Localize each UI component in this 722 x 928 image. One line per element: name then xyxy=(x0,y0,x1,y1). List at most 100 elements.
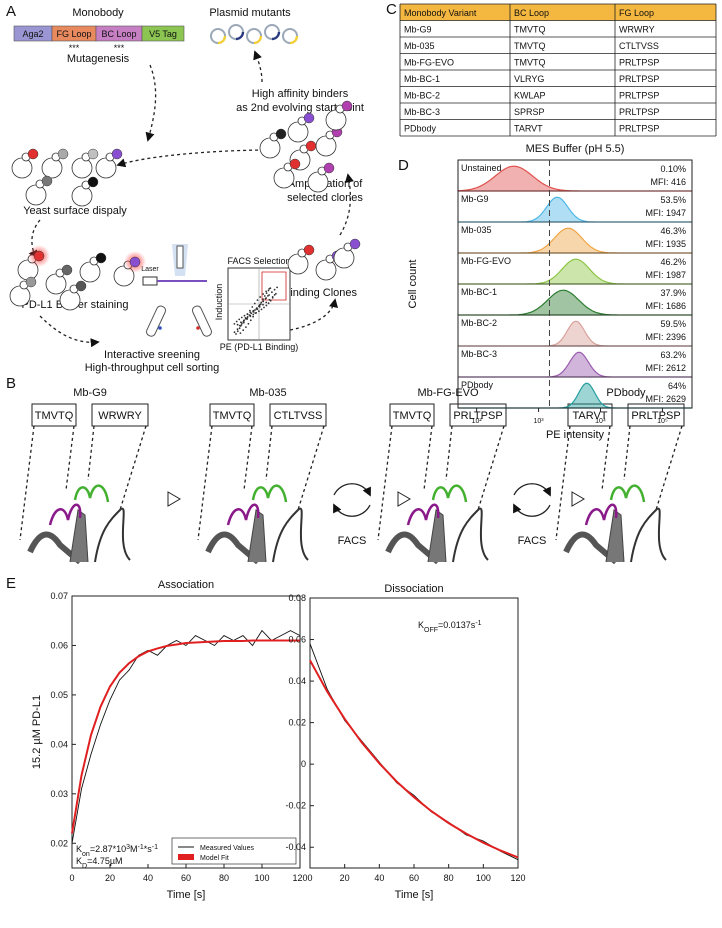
mfi-label: MFI: 1686 xyxy=(645,301,686,311)
plasmid-label: Plasmid mutants xyxy=(209,7,291,19)
facs-dot xyxy=(252,309,255,312)
drop xyxy=(196,326,200,330)
annotation: KOFF=0.0137s-1 xyxy=(418,620,482,634)
bc-loop xyxy=(584,503,618,526)
facs-y-label: Induction xyxy=(214,284,224,321)
series-name: Mb-G9 xyxy=(461,194,489,204)
clones-label: Binding Clones xyxy=(283,287,357,299)
cycle-arrow xyxy=(513,503,551,517)
legend-swatch xyxy=(178,854,194,860)
x-axis-label: PE intensity xyxy=(546,429,605,441)
fg-box xyxy=(91,403,149,427)
y-tick-label: 0.06 xyxy=(50,640,68,650)
facs-dot xyxy=(240,324,243,326)
facs-dot xyxy=(243,319,246,321)
facs-dot xyxy=(273,288,276,291)
construct-segment xyxy=(141,25,185,42)
annotation-part: =2.87*10 xyxy=(90,844,126,854)
displayed-binder xyxy=(75,280,87,292)
y-axis-label: 15.2 µM PD-L1 xyxy=(31,695,43,769)
facs-dot xyxy=(240,316,243,319)
facs-dot xyxy=(246,316,249,318)
facs-dot xyxy=(260,308,263,311)
facs-dot xyxy=(259,296,262,298)
mutation-stars: *** xyxy=(114,43,125,53)
annotation-part: K xyxy=(76,856,82,866)
percent-label: 53.5% xyxy=(660,195,686,205)
facs-dot xyxy=(265,290,267,293)
table-cell: PRLTPSP xyxy=(619,74,659,84)
y-tick-label: 0.03 xyxy=(50,789,68,799)
line-series xyxy=(309,659,519,859)
cycle-arrow xyxy=(333,503,371,517)
yeast-cell xyxy=(273,167,295,189)
y-tick-label: 0 xyxy=(301,759,306,769)
table-cell: WRWRY xyxy=(619,25,655,35)
y-tick-label: 0.06 xyxy=(288,635,306,645)
displayed-binder xyxy=(87,176,99,188)
facs-dot xyxy=(262,303,264,306)
line-series xyxy=(71,639,300,834)
yeast-label: Yeast surface dispaly xyxy=(23,205,127,217)
facs-dot xyxy=(246,318,248,320)
plasmid-insert xyxy=(235,31,245,41)
mfi-label: MFI: 2629 xyxy=(645,394,686,404)
leader-line xyxy=(197,425,325,541)
annotation-part: -1 xyxy=(475,620,481,627)
series-name: Unstained xyxy=(461,163,502,173)
annotation-part: on xyxy=(82,851,90,858)
x-tick-label: 120 xyxy=(292,873,307,883)
flow-arrow xyxy=(116,149,271,168)
amplification-label: selected clones xyxy=(287,192,363,204)
facs-dot xyxy=(264,297,267,300)
facs-dot xyxy=(262,293,264,295)
facs-dot xyxy=(260,301,263,304)
yeast-cell xyxy=(259,137,281,159)
facs-dot xyxy=(235,320,238,323)
construct-title: Monobody xyxy=(72,7,124,19)
facs-dot xyxy=(267,302,270,305)
x-tick-label: 40 xyxy=(143,873,153,883)
plasmid-insert xyxy=(253,35,263,45)
structure-sheet xyxy=(27,531,82,565)
x-tick-label: 10⁴ xyxy=(595,418,606,425)
facs-dot xyxy=(242,329,245,332)
line-series xyxy=(309,643,519,861)
structure-sheet xyxy=(563,531,618,565)
facs-dot xyxy=(249,314,252,317)
facs-dot xyxy=(252,313,255,316)
cycle-arrow xyxy=(333,483,371,497)
displayed-binder xyxy=(95,252,107,264)
leader-line xyxy=(377,425,505,541)
mfi-label: MFI: 2396 xyxy=(645,332,686,342)
facs-dot xyxy=(249,319,252,322)
bc-loop xyxy=(406,503,440,526)
x-tick-label: 10² xyxy=(472,418,483,425)
bc-box xyxy=(389,403,435,427)
facs-title: FACS Selection xyxy=(227,256,290,266)
displayed-binder xyxy=(275,128,287,140)
facs-dot xyxy=(276,286,278,289)
series-name: Mb-BC-2 xyxy=(461,318,497,328)
x-tick-label: 0 xyxy=(307,873,312,883)
yeast-cell xyxy=(325,109,347,131)
yeast-cell xyxy=(79,261,101,283)
x-axis-label: Time [s] xyxy=(167,889,206,901)
table-cell: Mb-035 xyxy=(404,41,435,51)
x-tick-label: 10⁵ xyxy=(657,418,668,425)
chart-title: Dissociation xyxy=(384,583,443,595)
facs-dots xyxy=(233,286,278,335)
nozzle-core xyxy=(176,245,184,269)
x-tick-label: 20 xyxy=(105,873,115,883)
panel-label: D xyxy=(398,157,409,174)
x-tick-label: 40 xyxy=(374,873,384,883)
percent-label: 46.2% xyxy=(660,257,686,267)
facs-gate xyxy=(261,271,287,301)
x-axis-label: Time [s] xyxy=(395,889,434,901)
table-cell: PRLTPSP xyxy=(619,107,659,117)
step-arrow xyxy=(571,491,585,507)
fg-sequence: WRWRY xyxy=(98,410,142,422)
annotation: KD=4.75µM xyxy=(76,856,123,870)
cycle-label: FACS xyxy=(338,535,367,547)
